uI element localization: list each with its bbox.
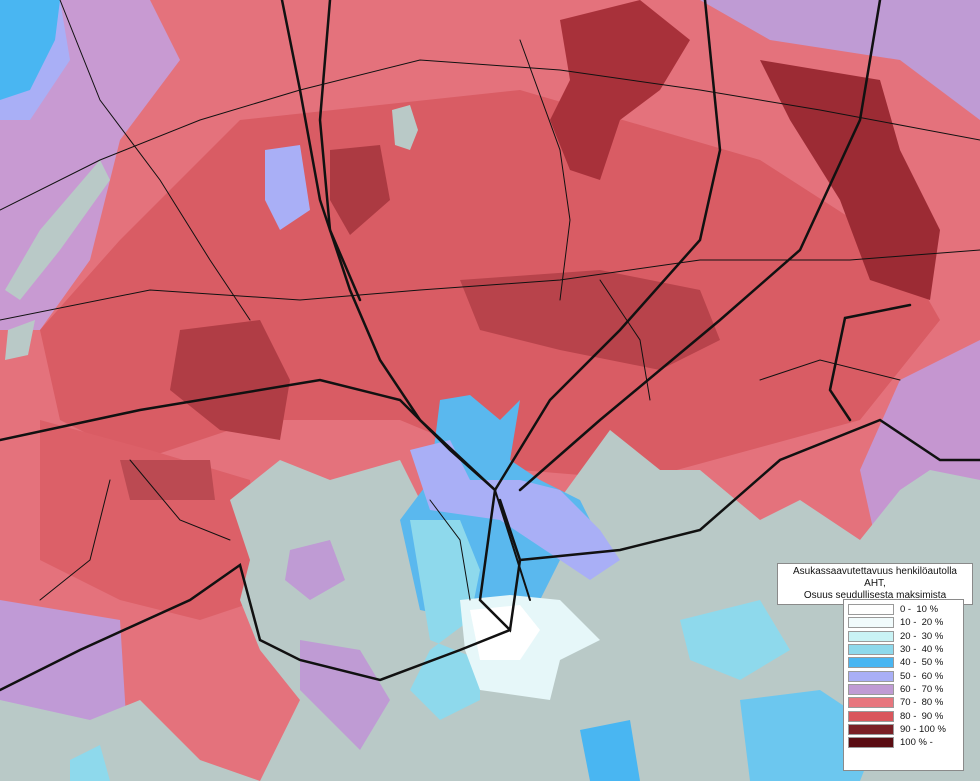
- cluster-northeast: [760, 60, 940, 300]
- legend-row: 80 - 90 %: [848, 709, 959, 722]
- legend-label: 70 - 80 %: [900, 697, 944, 709]
- legend-title: Asukassaavutettavuus henkilöautolla AHT,…: [777, 563, 973, 605]
- cluster-center: [460, 270, 720, 370]
- island-blue-sw: [70, 745, 110, 781]
- legend-label: 90 - 100 %: [900, 723, 946, 735]
- road-east-main: [518, 0, 882, 492]
- center-lightblue: [410, 520, 480, 720]
- legend-row: 40 - 50 %: [848, 656, 959, 669]
- road-thin-6: [599, 279, 651, 401]
- legend-swatch: [848, 737, 894, 749]
- island-purple-2: [300, 640, 390, 750]
- legend-row: 50 - 60 %: [848, 669, 959, 682]
- road-center-spine: [478, 488, 522, 633]
- road-ring-iii-east: [828, 303, 912, 422]
- legend-swatch: [848, 657, 894, 669]
- legend-row: 90 - 100 %: [848, 723, 959, 736]
- cluster-west: [170, 320, 290, 440]
- legend-row: 10 - 20 %: [848, 616, 959, 629]
- west-blue-patch: [265, 145, 310, 230]
- legend-swatch: [848, 604, 894, 616]
- legend-label: 80 - 90 %: [900, 710, 944, 722]
- island-blue-south: [580, 720, 640, 781]
- road-thin-3: [59, 0, 251, 321]
- cluster-north: [550, 0, 690, 180]
- island-blue-east: [680, 600, 790, 680]
- road-thin-2: [0, 249, 980, 321]
- legend-row: 70 - 80 %: [848, 696, 959, 709]
- center-purple: [410, 440, 620, 580]
- legend-title-line1: Asukassaavutettavuus henkilöautolla AHT,: [793, 566, 957, 589]
- legend-label: 30 - 40 %: [900, 644, 944, 656]
- legend-row: 0 - 10 %: [848, 603, 959, 616]
- legend-row: 30 - 40 %: [848, 643, 959, 656]
- legend-label: 10 - 20 %: [900, 617, 944, 629]
- road-west-coast: [0, 562, 512, 692]
- road-center-link: [494, 489, 531, 601]
- road-thin-8: [429, 499, 471, 601]
- road-thin-1: [0, 59, 980, 211]
- legend-swatch: [848, 670, 894, 682]
- lake-north: [392, 105, 418, 150]
- legend-label: 50 - 60 %: [900, 670, 944, 682]
- legend-label: 0 - 10 %: [900, 604, 939, 616]
- cluster-nw: [330, 145, 390, 235]
- legend-label: 60 - 70 %: [900, 683, 944, 695]
- road-thin-7: [759, 359, 901, 381]
- legend-row: 60 - 70 %: [848, 683, 959, 696]
- legend-row: 100 % -: [848, 736, 959, 749]
- legend-label: 40 - 50 %: [900, 657, 944, 669]
- road-north: [318, 0, 362, 302]
- road-east-coast: [518, 418, 980, 562]
- legend-swatch: [848, 710, 894, 722]
- nw-corner-blue: [0, 0, 60, 100]
- map-legend: Asukassaavutettavuus henkilöautolla AHT,…: [777, 563, 974, 775]
- legend-title-line2: Osuus seudullisesta maksimista: [803, 590, 947, 601]
- legend-swatch: [848, 697, 894, 709]
- legend-swatch: [848, 617, 894, 629]
- island-purple-1: [285, 540, 345, 600]
- legend-swatch: [848, 644, 894, 656]
- zone-ne-purple: [700, 0, 980, 120]
- road-thin-5: [129, 459, 231, 541]
- legend-swatch: [848, 630, 894, 642]
- legend-row: 20 - 30 %: [848, 630, 959, 643]
- legend-swatch: [848, 683, 894, 695]
- legend-label: 100 % -: [900, 737, 933, 749]
- road-thin-4: [519, 39, 571, 301]
- lake-west-small: [5, 320, 35, 360]
- legend-label: 20 - 30 %: [900, 630, 944, 642]
- road-thin-9: [39, 479, 111, 601]
- lake-west: [5, 160, 110, 300]
- legend-classes: 0 - 10 % 10 - 20 % 20 - 30 % 30 - 40 % 40 - …: [843, 599, 964, 771]
- legend-swatch: [848, 723, 894, 735]
- cluster-west-low: [120, 460, 215, 500]
- road-northeast: [493, 0, 722, 492]
- road-network: [0, 0, 980, 692]
